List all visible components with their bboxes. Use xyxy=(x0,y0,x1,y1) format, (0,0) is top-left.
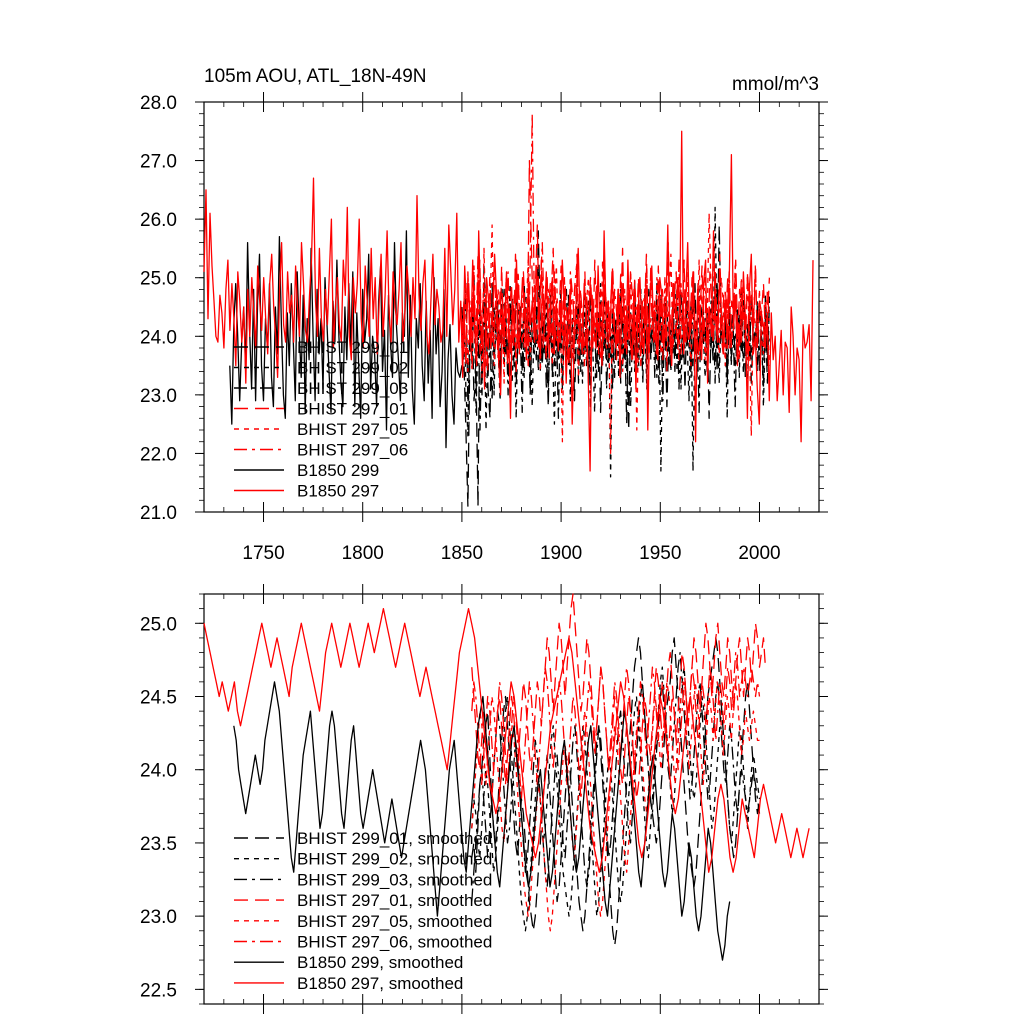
x-tick-label: 1850 xyxy=(441,543,483,564)
legend-label-b1850-297: B1850 297 xyxy=(297,482,379,501)
y-tick-label: 27.0 xyxy=(140,152,177,173)
legend-label-bhist-299-03-smoothed: BHIST 299_03, smoothed xyxy=(297,870,492,889)
legend-label-bhist-299-01: BHIST 299_01 xyxy=(297,338,408,357)
chart-title: 105m AOU, ATL_18N-49N xyxy=(204,66,426,87)
y-tick-label: 25.0 xyxy=(140,269,177,290)
top-plot-frame xyxy=(203,101,820,513)
y-tick-label: 23.0 xyxy=(140,386,177,407)
series-line-bhist-299-03 xyxy=(461,277,771,431)
y-tick-label: 24.0 xyxy=(140,327,177,348)
bottom-series-lines xyxy=(203,593,810,961)
y-tick-label: 23.0 xyxy=(140,907,177,928)
legend-label-bhist-297-06: BHIST 297_06 xyxy=(297,441,408,460)
y-tick-label: 25.0 xyxy=(140,614,177,635)
legend-label-b1850-297-smoothed: B1850 297, smoothed xyxy=(297,974,463,993)
y-tick-label: 21.0 xyxy=(140,503,177,524)
y-tick-label: 24.0 xyxy=(140,761,177,782)
legend-label-b1850-299: B1850 299 xyxy=(297,461,379,480)
y-tick-label: 26.0 xyxy=(140,210,177,231)
x-tick-label: 1900 xyxy=(540,543,582,564)
series-line-bhist-297-05-smoothed xyxy=(471,681,760,932)
y-tick-label: 24.5 xyxy=(140,688,177,709)
y-tick-label: 22.5 xyxy=(140,980,177,1001)
series-line-bhist-297-01-smoothed xyxy=(471,593,767,800)
x-tick-label: 1950 xyxy=(639,543,681,564)
x-tick-label: 1750 xyxy=(242,543,284,564)
y-tick-label: 22.0 xyxy=(140,444,177,465)
top-series-lines xyxy=(203,113,814,507)
y-tick-label: 23.5 xyxy=(140,834,177,855)
legend-label-bhist-297-06-smoothed: BHIST 297_06, smoothed xyxy=(297,933,492,952)
legend-label-bhist-299-02-smoothed: BHIST 299_02, smoothed xyxy=(297,850,492,869)
bottom-axis-ticks: 22.5 23.0 23.5 24.0 24.5 25.0 xyxy=(140,584,828,1014)
units-label: mmol/m^3 xyxy=(732,74,819,95)
bottom-legend: BHIST 299_01, smoothed BHIST 299_02, smoo… xyxy=(234,829,492,993)
legend-label-bhist-297-01: BHIST 297_01 xyxy=(297,400,408,419)
top-panel: 105m AOU, ATL_18N-49N mmol/m^3 1750 1800 1… xyxy=(140,66,828,564)
legend-label-bhist-299-03: BHIST 299_03 xyxy=(297,379,408,398)
series-line-bhist-297-06-smoothed xyxy=(471,651,761,800)
x-tick-label: 2000 xyxy=(738,543,780,564)
x-tick-label: 1800 xyxy=(342,543,384,564)
legend-label-bhist-299-02: BHIST 299_02 xyxy=(297,359,408,378)
legend-label-b1850-299-smoothed: B1850 299, smoothed xyxy=(297,953,463,972)
legend-label-bhist-299-01-smoothed: BHIST 299_01, smoothed xyxy=(297,829,492,848)
series-line-bhist-299-01-smoothed xyxy=(471,637,761,947)
legend-label-bhist-297-01-smoothed: BHIST 297_01, smoothed xyxy=(297,891,492,910)
legend-label-bhist-297-05-smoothed: BHIST 297_05, smoothed xyxy=(297,912,492,931)
series-line-b1850-297 xyxy=(203,130,814,472)
y-tick-label: 28.0 xyxy=(140,93,177,114)
bottom-panel: 22.5 23.0 23.5 24.0 24.5 25.0 BHIST 299_01, s… xyxy=(140,584,828,1014)
series-line-b1850-297-smoothed xyxy=(203,607,810,873)
legend-label-bhist-297-05: BHIST 297_05 xyxy=(297,420,408,439)
top-axis-ticks: 1750 1800 1850 1900 1950 2000 21.0 22.0 23.0 24.0… xyxy=(140,92,828,564)
